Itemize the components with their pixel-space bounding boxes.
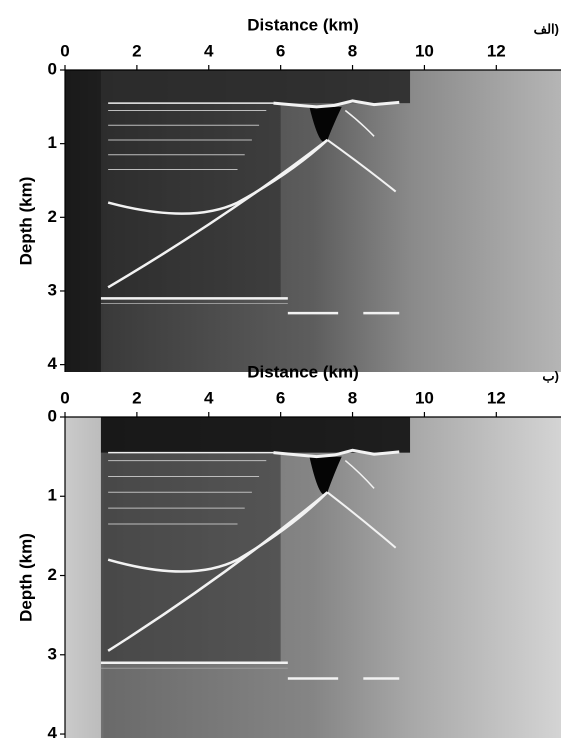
image-shallow bbox=[100, 417, 411, 453]
x-tick-label: 6 bbox=[276, 388, 285, 407]
reflector bbox=[326, 139, 397, 193]
reflector bbox=[107, 491, 329, 573]
y-axis-title: Depth (km) bbox=[16, 177, 35, 266]
y-tick-label: 0 bbox=[48, 59, 57, 78]
y-tick-label: 3 bbox=[48, 644, 57, 663]
reflector bbox=[273, 448, 400, 459]
salt-body bbox=[309, 106, 342, 143]
x-tick-label: 0 bbox=[60, 41, 69, 60]
y-tick-label: 0 bbox=[48, 406, 57, 425]
image-sediment bbox=[100, 452, 281, 663]
y-tick-label: 1 bbox=[48, 133, 57, 152]
reflector bbox=[107, 138, 329, 289]
x-tick-label: 10 bbox=[415, 388, 434, 407]
image-left-edge bbox=[65, 70, 101, 372]
reflector bbox=[107, 139, 329, 215]
y-tick-label: 3 bbox=[48, 280, 57, 299]
x-tick-label: 0 bbox=[60, 388, 69, 407]
x-axis-title: Distance (km) bbox=[247, 362, 358, 381]
image-shallow bbox=[100, 70, 411, 104]
reflector bbox=[344, 109, 375, 137]
x-tick-label: 4 bbox=[204, 41, 214, 60]
y-tick-label: 2 bbox=[48, 565, 57, 584]
reflector bbox=[107, 491, 329, 652]
y-tick-label: 4 bbox=[48, 724, 58, 738]
x-axis-title: Distance (km) bbox=[247, 15, 358, 34]
y-axis-title: Depth (km) bbox=[16, 533, 35, 622]
reflector bbox=[326, 491, 397, 549]
x-tick-label: 8 bbox=[348, 388, 357, 407]
panel-label: ب) bbox=[542, 368, 559, 383]
x-tick-label: 6 bbox=[276, 41, 285, 60]
x-tick-label: 2 bbox=[132, 41, 141, 60]
image-sediment bbox=[100, 103, 281, 299]
x-tick-label: 10 bbox=[415, 41, 434, 60]
salt-body bbox=[309, 456, 342, 495]
reflector bbox=[273, 99, 400, 109]
x-tick-label: 12 bbox=[487, 41, 506, 60]
seismic-image bbox=[65, 70, 561, 372]
image-left-edge bbox=[65, 417, 101, 738]
y-tick-label: 4 bbox=[48, 354, 58, 373]
y-tick-label: 2 bbox=[48, 207, 57, 226]
x-tick-label: 2 bbox=[132, 388, 141, 407]
panel-label: الف) bbox=[534, 21, 559, 36]
seismic-image bbox=[65, 417, 561, 738]
y-tick-label: 1 bbox=[48, 486, 57, 505]
reflector bbox=[344, 460, 375, 489]
x-tick-label: 8 bbox=[348, 41, 357, 60]
x-tick-label: 12 bbox=[487, 388, 506, 407]
x-tick-label: 4 bbox=[204, 388, 214, 407]
